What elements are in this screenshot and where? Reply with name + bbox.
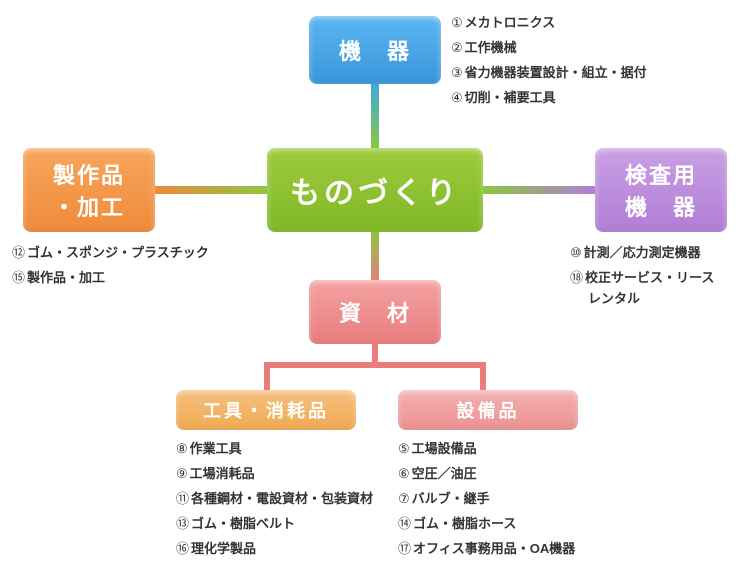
node-inspection: 検査用機 器 [595,148,727,232]
list-manufacturing: ⑫ゴム・スポンジ・プラスチック ⑮製作品・加工 [12,242,209,292]
node-facility-items-label: 設備品 [457,397,520,423]
list-item: ⑭ゴム・樹脂ホース [398,513,575,532]
list-equipment: ①メカトロニクス ②工作機械 ③省力機器装置設計・組立・据付 ④切削・補要工具 [451,12,647,112]
list-item: ⑮製作品・加工 [12,267,209,286]
node-manufacturing: 製作品・加工 [23,148,155,232]
node-center-label: ものづくり [290,168,460,212]
list-item: ⑬ゴム・樹脂ベルト [176,513,373,532]
list-item: ③省力機器装置設計・組立・据付 [451,62,647,81]
list-item: ⑤工場設備品 [398,438,575,457]
node-tools-consumables-label: 工具・消耗品 [203,397,329,423]
list-item: ①メカトロニクス [451,12,647,31]
list-item: ⑧作業工具 [176,438,373,457]
node-inspection-label: 検査用機 器 [625,158,697,222]
node-materials-label: 資 材 [339,296,411,328]
list-item: ⑱校正サービス・リース [570,267,714,286]
list-item: ⑪各種鋼材・電設資材・包装資材 [176,488,373,507]
node-facility-items: 設備品 [398,390,578,430]
node-tools-consumables: 工具・消耗品 [176,390,356,430]
node-equipment-label: 機 器 [339,34,411,66]
node-manufacturing-label: 製作品・加工 [53,158,125,222]
list-item: ⑰オフィス事務用品・OA機器 [398,538,575,557]
list-inspection: ⑩計測／応力測定機器 ⑱校正サービス・リースレンタル [570,242,714,313]
list-item: ⑩計測／応力測定機器 [570,242,714,261]
list-item: ⑥空圧／油圧 [398,463,575,482]
list-item: ④切削・補要工具 [451,87,647,106]
list-item: ⑯理化学製品 [176,538,373,557]
list-tools-consumables: ⑧作業工具 ⑨工場消耗品 ⑪各種鋼材・電設資材・包装資材 ⑬ゴム・樹脂ベルト ⑯理化学製… [176,438,373,563]
node-materials: 資 材 [309,280,441,344]
list-item: ⑨工場消耗品 [176,463,373,482]
list-item: ⑦バルブ・継手 [398,488,575,507]
list-item: ②工作機械 [451,37,647,56]
list-facility-items: ⑤工場設備品 ⑥空圧／油圧 ⑦バルブ・継手 ⑭ゴム・樹脂ホース ⑰オフィス事務用品・OA… [398,438,575,563]
list-item: ⑫ゴム・スポンジ・プラスチック [12,242,209,261]
node-equipment: 機 器 [309,16,441,84]
list-item: レンタル [570,288,714,307]
node-center: ものづくり [267,148,483,232]
